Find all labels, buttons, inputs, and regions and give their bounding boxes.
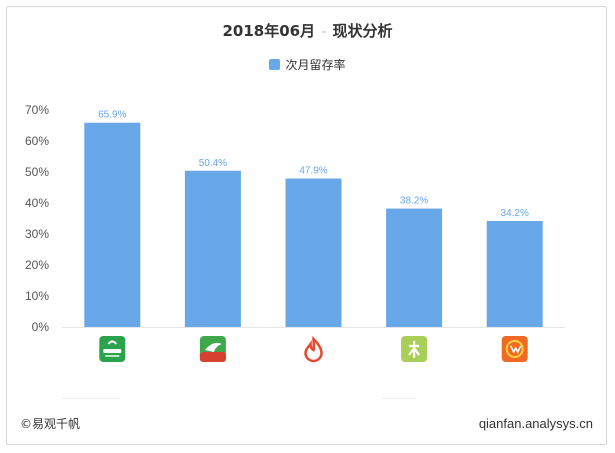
app-icon-4 xyxy=(401,336,428,362)
footer-domain: qianfan.analysys.cn xyxy=(478,416,593,431)
bar xyxy=(285,178,342,327)
y-tick-label: 70% xyxy=(25,103,49,117)
legend-swatch xyxy=(269,59,281,70)
app-icon-2 xyxy=(199,336,226,362)
y-tick-label: 0% xyxy=(32,320,50,334)
title-date: 2018年06月 xyxy=(222,22,316,40)
y-tick-label: 10% xyxy=(25,289,49,303)
title-subject: 现状分析 xyxy=(332,22,393,40)
bar xyxy=(386,208,443,327)
title-separator: - xyxy=(321,22,327,40)
app-icon-3 xyxy=(304,335,323,363)
legend-label: 次月留存率 xyxy=(285,58,346,72)
y-tick-label: 20% xyxy=(25,258,49,272)
y-tick-label: 50% xyxy=(25,165,49,179)
data-label: 50.4% xyxy=(199,158,227,169)
y-tick-label: 40% xyxy=(25,196,49,210)
app-icon-1 xyxy=(99,336,126,362)
chart-legend: 次月留存率 xyxy=(0,56,615,73)
decorative-line xyxy=(62,398,120,399)
data-label: 34.2% xyxy=(501,208,529,219)
footer-copyright: ©易观千帆 xyxy=(20,417,81,431)
bar xyxy=(486,220,543,327)
data-label: 38.2% xyxy=(400,196,428,207)
bar xyxy=(84,122,141,328)
bar xyxy=(184,170,241,327)
data-label: 47.9% xyxy=(299,166,327,177)
y-tick-label: 30% xyxy=(25,227,49,241)
app-icon-5 xyxy=(501,336,528,362)
data-label: 65.9% xyxy=(98,110,126,121)
y-tick-label: 60% xyxy=(25,134,49,148)
chart-title: 2018年06月 - 现状分析 xyxy=(0,20,615,41)
decorative-line xyxy=(382,398,416,399)
